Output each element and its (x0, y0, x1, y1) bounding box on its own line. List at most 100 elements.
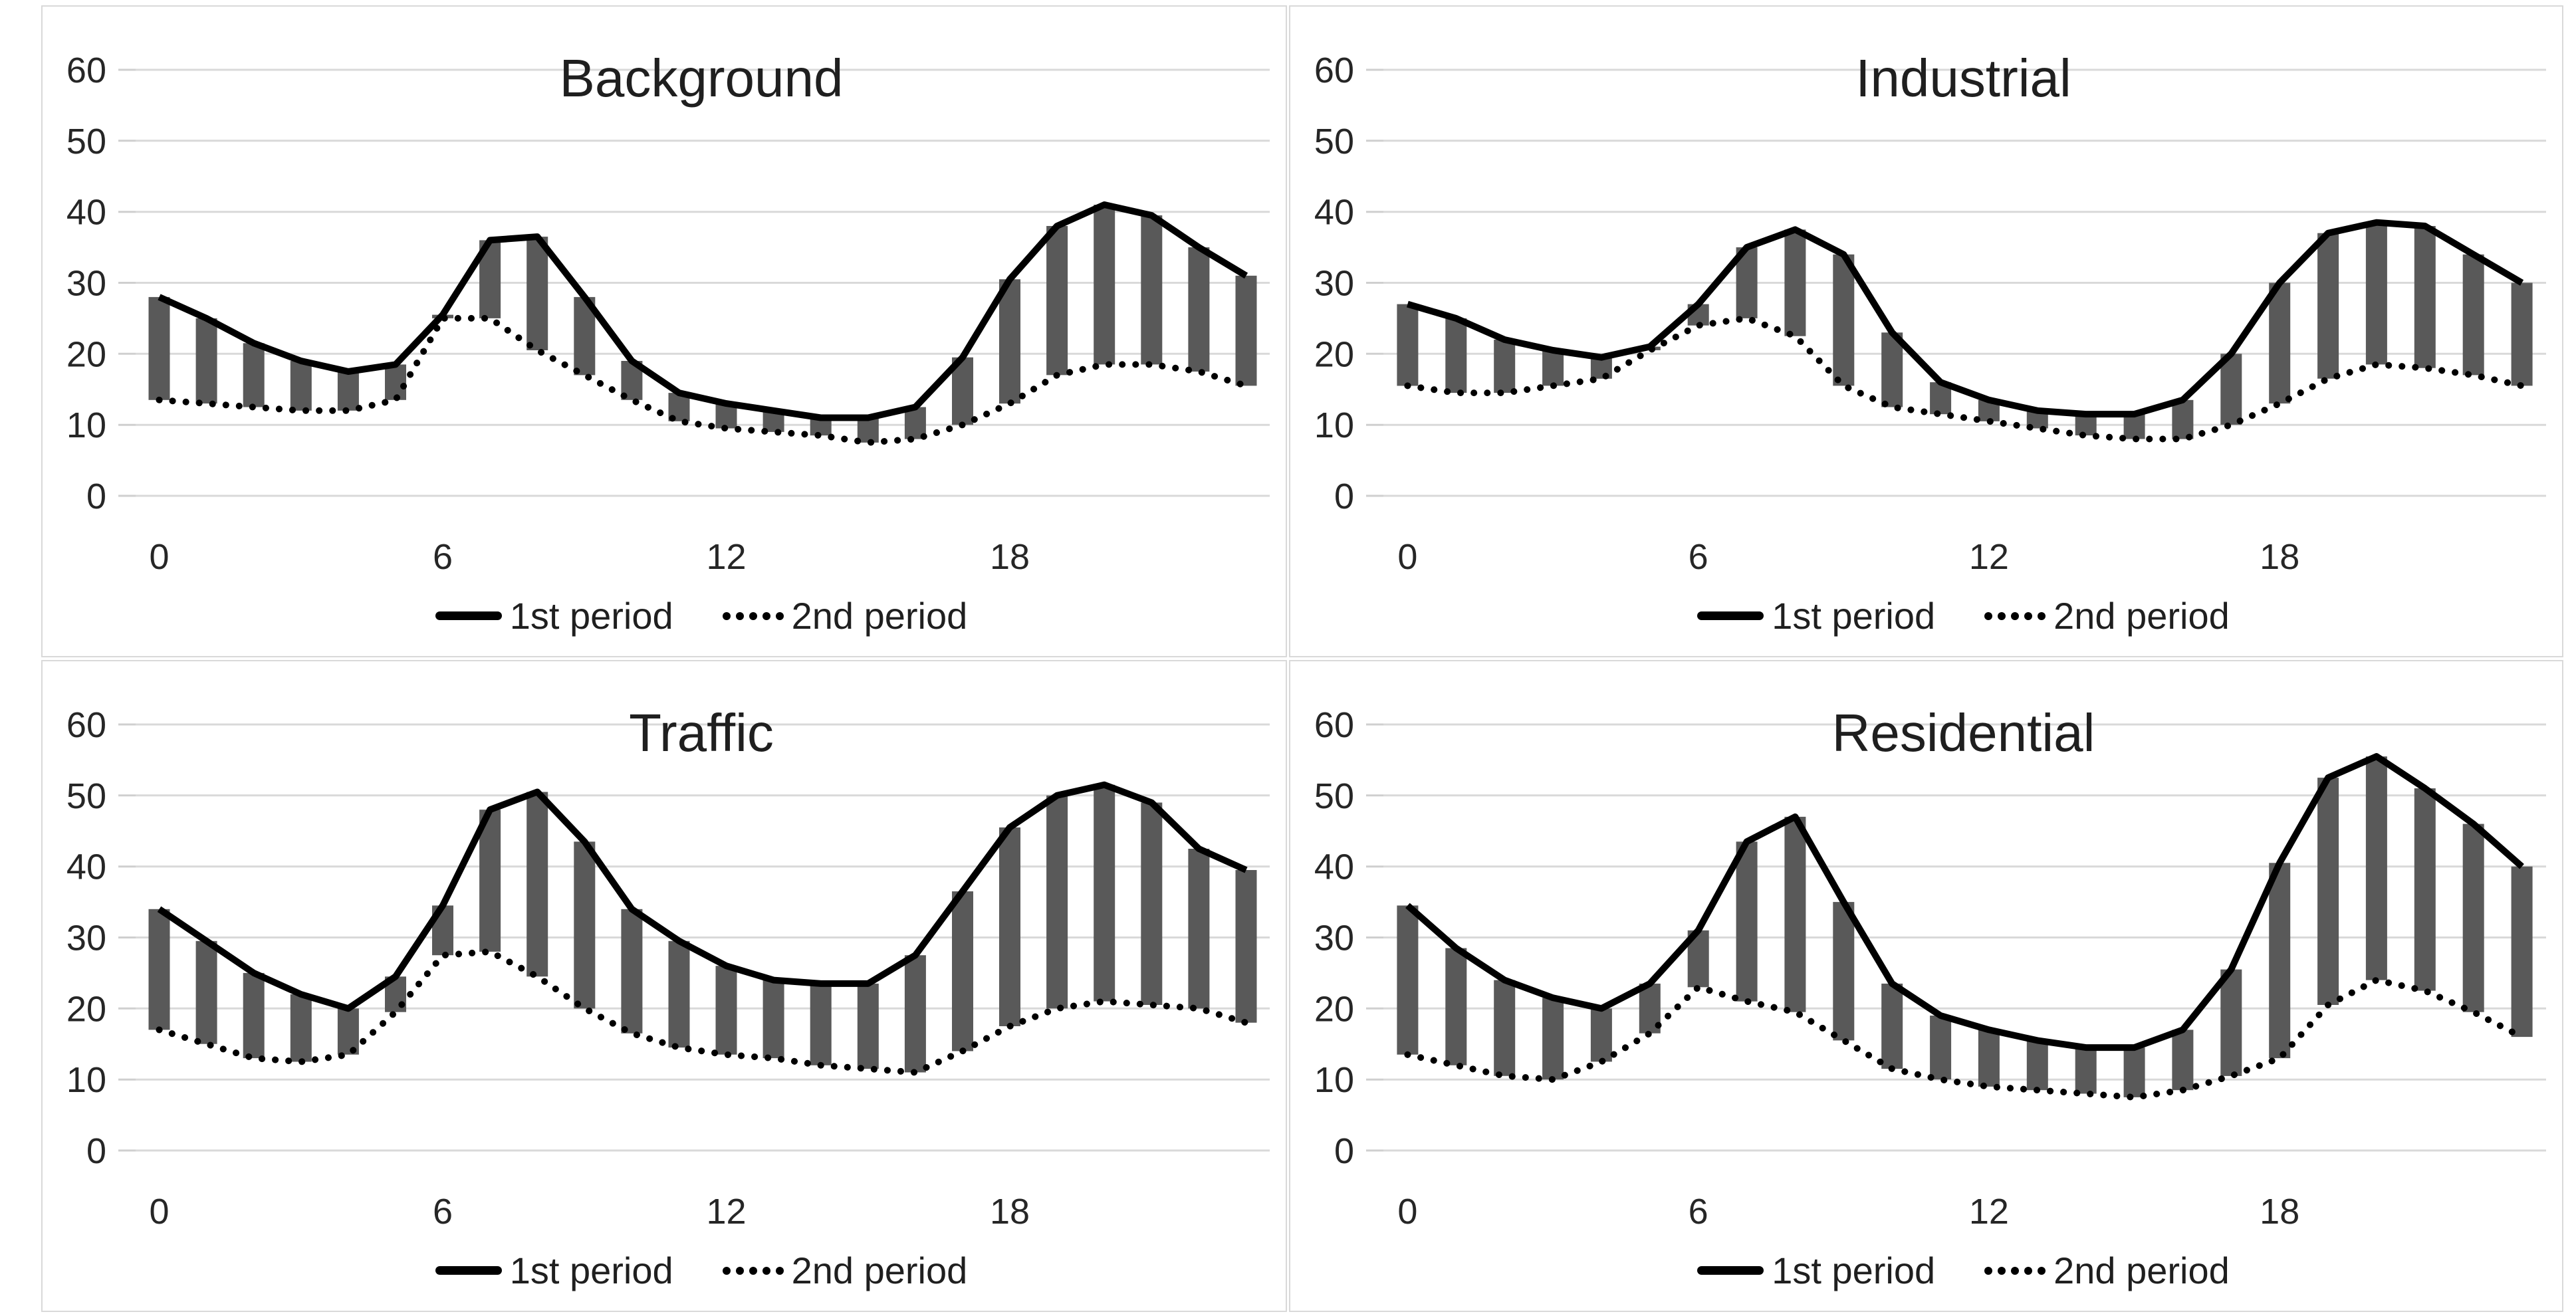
chart-canvas-traffic: 0 10 20 30 40 50 60 0 6 12 18 (66, 705, 1270, 1232)
range-bar (195, 318, 217, 404)
range-bar (2172, 399, 2194, 439)
dotted-line-swatch-icon (722, 611, 784, 620)
dotted-line-swatch-icon (1984, 1266, 2046, 1275)
range-bar (1833, 254, 1855, 386)
dotted-line-swatch-icon (722, 1266, 784, 1275)
solid-line-swatch-icon (1697, 1266, 1764, 1275)
range-bar (1397, 304, 1419, 386)
x-tick-label: 0 (149, 1192, 169, 1232)
1st-period-line (1405, 753, 2524, 1051)
range-bar (2317, 778, 2339, 1005)
dotted-line-swatch-icon (1984, 611, 2046, 620)
range-bar (2511, 866, 2533, 1038)
range-bar (904, 955, 926, 1073)
x-tick-label: 6 (1689, 1192, 1708, 1232)
y-tick-label: 0 (1334, 477, 1354, 516)
solid-line-swatch-icon (1697, 611, 1764, 620)
range-bar (857, 417, 879, 443)
range-bar (195, 940, 217, 1044)
range-bar (2414, 226, 2436, 368)
range-bar (2123, 414, 2145, 439)
range-bar (290, 994, 312, 1062)
range-bar (1188, 247, 1210, 372)
range-bar (1881, 332, 1903, 407)
1st-period-line (158, 201, 1248, 421)
range-bar (337, 1008, 359, 1055)
chart-title: Residential (1831, 703, 2095, 762)
range-bar (2317, 233, 2339, 379)
solid-line-swatch-icon (435, 1266, 502, 1275)
range-bar (2414, 788, 2436, 991)
y-tick-label: 40 (66, 193, 106, 233)
chart-canvas-background: 0 10 20 30 40 50 60 0 6 12 18 (66, 51, 1270, 577)
chart-panel-residential: 0 10 20 30 40 50 60 0 6 12 18 Residential 1st peri… (1289, 660, 2563, 1312)
range-bar (1930, 1016, 1952, 1080)
solid-line-swatch-icon (435, 611, 502, 620)
range-bar (148, 909, 170, 1030)
range-bar (857, 983, 879, 1069)
range-bar (1094, 784, 1115, 1002)
y-tick-label: 30 (66, 919, 106, 958)
range-bar (2511, 282, 2533, 386)
chart-panel-traffic: 0 10 20 30 40 50 60 0 6 12 18 Traffic 1st period 2… (41, 660, 1287, 1312)
range-bar (1784, 816, 1806, 1012)
y-tick-label: 10 (1314, 405, 1354, 445)
x-tick-label: 12 (1969, 537, 2009, 577)
x-tick-label: 18 (2260, 537, 2299, 577)
x-tick-label: 6 (433, 537, 453, 577)
x-tick-label: 0 (1397, 1192, 1417, 1232)
range-bar (2269, 863, 2291, 1059)
y-tick-label: 50 (1314, 776, 1354, 816)
chart-title: Industrial (1855, 49, 2071, 108)
range-bar (621, 909, 643, 1034)
range-bar (2365, 222, 2387, 365)
legend-label: 2nd period (2053, 1250, 2230, 1291)
y-tick-label: 40 (1314, 847, 1354, 887)
legend: 1st period 2nd period (1383, 1249, 2543, 1292)
range-bar (2075, 414, 2097, 436)
range-bar (1397, 905, 1419, 1055)
range-bar (148, 296, 170, 400)
range-bar (527, 237, 548, 350)
2nd-period-line (1404, 314, 2525, 443)
range-bar (1445, 318, 1467, 393)
legend-label: 1st period (1772, 1250, 1936, 1291)
x-tick-label: 12 (706, 1192, 746, 1232)
chart-title: Background (559, 49, 844, 108)
x-tick-label: 6 (1689, 537, 1708, 577)
range-bar (479, 810, 501, 952)
range-bar (1542, 350, 1564, 386)
range-bar (1736, 841, 1758, 1002)
x-tick-label: 12 (1969, 1192, 2009, 1232)
x-tick-label: 0 (1397, 537, 1417, 577)
range-bar (1141, 215, 1163, 365)
y-tick-label: 60 (1314, 51, 1354, 90)
x-tick-label: 6 (433, 1192, 453, 1232)
range-bar (2462, 254, 2484, 376)
y-tick-label: 50 (1314, 122, 1354, 162)
legend-item-2nd-period: 2nd period (722, 1249, 967, 1292)
range-bar (337, 372, 359, 411)
y-tick-label: 30 (1314, 264, 1354, 304)
range-bar (574, 841, 596, 1009)
range-bar (2172, 1030, 2194, 1091)
chart-canvas-residential: 0 10 20 30 40 50 60 0 6 12 18 (1314, 705, 2546, 1232)
y-tick-label: 30 (1314, 919, 1354, 958)
legend-label: 2nd period (2053, 595, 2230, 637)
legend-item-1st-period: 1st period (1697, 1249, 1935, 1292)
range-bar (2462, 823, 2484, 1012)
y-tick-label: 50 (66, 776, 106, 816)
y-tick-label: 60 (1314, 705, 1354, 745)
legend-label: 2nd period (791, 595, 968, 637)
y-tick-label: 20 (66, 989, 106, 1029)
range-bar (1046, 795, 1068, 1009)
1st-period-line (1406, 219, 2524, 418)
range-bar (2220, 969, 2242, 1076)
range-bar (527, 792, 548, 977)
range-bar (1141, 802, 1163, 1005)
legend-item-2nd-period: 2nd period (1984, 594, 2230, 637)
range-bar (2365, 756, 2387, 980)
legend-item-2nd-period: 2nd period (1984, 1249, 2230, 1292)
chart-panel-industrial: 0 10 20 30 40 50 60 0 6 12 18 Industrial 1st perio… (1289, 5, 2563, 657)
legend-label: 1st period (509, 595, 673, 637)
